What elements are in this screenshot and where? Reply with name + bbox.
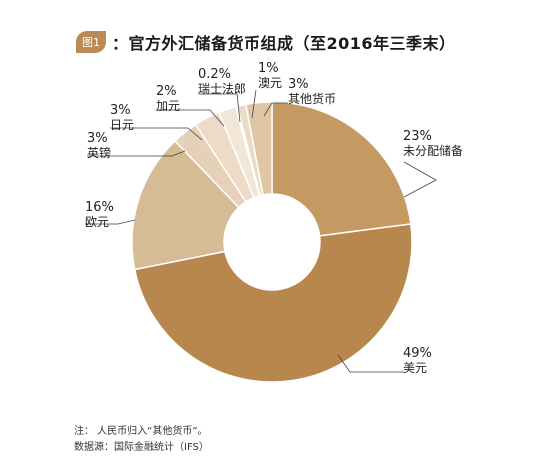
leader-line-2 bbox=[85, 219, 136, 225]
slice-name-label-7: 澳元 bbox=[258, 76, 282, 90]
chart-header: 图1 ：官方外汇储备货币组成（至2016年三季末） bbox=[76, 30, 456, 54]
slice-value-label-6: 0.2% bbox=[198, 67, 231, 82]
slice-name-label-8: 其他货币 bbox=[288, 91, 336, 106]
slice-0 bbox=[271, 101, 412, 237]
slice-name-label-6: 瑞士法郎 bbox=[198, 82, 246, 96]
leader-line-7 bbox=[251, 89, 257, 119]
slice-name-label-3: 英镑 bbox=[87, 145, 111, 160]
note-text: 注： 人民币归入“其他货币”。 bbox=[74, 426, 208, 437]
slice-name-label-5: 加元 bbox=[156, 99, 180, 113]
slice-value-label-3: 3% bbox=[87, 131, 108, 146]
leader-line-5 bbox=[156, 109, 225, 127]
slice-name-label-2: 欧元 bbox=[85, 215, 109, 229]
slice-name-label-4: 日元 bbox=[110, 118, 134, 132]
leader-line-3 bbox=[87, 150, 186, 157]
slice-value-label-4: 3% bbox=[110, 103, 131, 118]
chart-notes: 注： 人民币归入“其他货币”。 数据源：国际金融统计（IFS） bbox=[74, 424, 209, 456]
chart-title: ：官方外汇储备货币组成（至2016年三季末） bbox=[112, 34, 456, 53]
slice-name-label-1: 美元 bbox=[403, 361, 427, 375]
slice-2 bbox=[131, 139, 240, 271]
slice-value-label-8: 3% bbox=[288, 77, 309, 92]
slice-value-label-5: 2% bbox=[156, 84, 177, 99]
slice-1 bbox=[133, 223, 413, 383]
slice-value-label-1: 49% bbox=[403, 346, 432, 361]
leader-line-8 bbox=[263, 102, 288, 117]
leader-line-1 bbox=[337, 354, 404, 373]
source-text: 数据源：国际金融统计（IFS） bbox=[74, 442, 209, 453]
leader-line-6 bbox=[198, 93, 241, 123]
leader-line-0 bbox=[403, 161, 437, 198]
slice-value-label-0: 23% bbox=[403, 129, 432, 144]
leader-line-4 bbox=[110, 127, 203, 141]
slice-value-label-2: 16% bbox=[85, 200, 114, 215]
slice-name-label-0: 未分配储备 bbox=[403, 143, 463, 158]
slice-value-label-7: 1% bbox=[258, 61, 279, 76]
figure-badge: 图1 bbox=[76, 31, 106, 53]
